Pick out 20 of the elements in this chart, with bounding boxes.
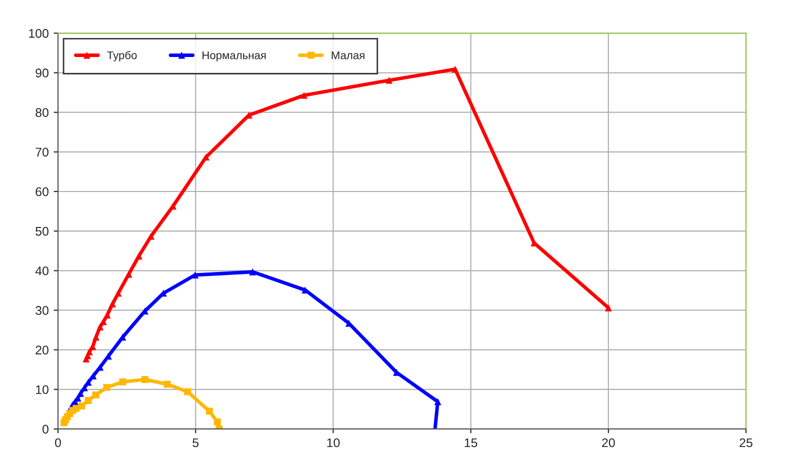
x-tick-label: 25: [740, 438, 752, 448]
y-tick-label: 70: [36, 148, 48, 157]
legend-label: Турбо: [107, 50, 137, 62]
y-tick-label: 80: [36, 108, 48, 117]
y-tick-label: 20: [36, 346, 48, 354]
y-tick-label: 50: [36, 226, 48, 236]
x-tick-label: 5: [192, 438, 199, 448]
y-tick-label: 40: [35, 266, 48, 276]
x-tick-label: 20: [602, 438, 615, 448]
y-tick-label: 90: [36, 68, 48, 78]
x-tick-label: 15: [464, 438, 478, 448]
y-tick-label: 10: [36, 385, 48, 394]
y-tick-label: 100: [29, 28, 48, 38]
x-tick-label: 10: [327, 438, 340, 448]
legend-label: Малая: [332, 51, 364, 60]
legend-label: Нормальная: [202, 51, 266, 62]
y-tick-label: 0: [42, 424, 48, 434]
x-tick-label: 0: [55, 438, 61, 448]
y-tick-label: 60: [36, 187, 48, 196]
y-tick-label: 30: [36, 306, 48, 315]
